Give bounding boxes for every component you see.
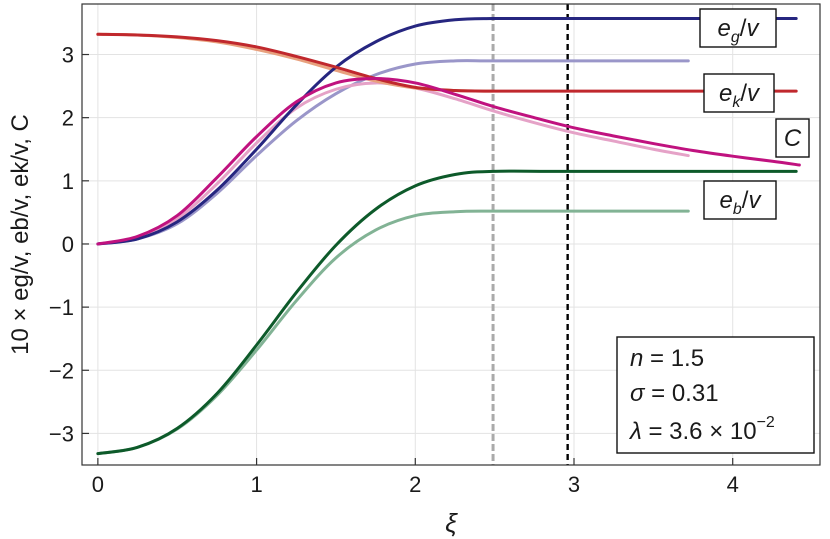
curve-label: C [775, 118, 810, 158]
series-line [96, 59, 690, 246]
y-axis-label-text: 10 × eg/v, eb/v, ek/v, C [7, 114, 34, 355]
series-group [96, 16, 801, 456]
series-line [96, 32, 798, 93]
parameter-row: λ = 3.6 × 10−2 [628, 414, 775, 445]
y-axis-label: 10 × eg/v, eb/v, ek/v, C [7, 114, 34, 355]
curve-label-box [703, 180, 777, 220]
y-tick-label: −2 [49, 358, 74, 383]
curve-label-box [703, 73, 775, 113]
curve-label-text: eg/v [718, 15, 761, 46]
y-tick-label: −1 [49, 295, 74, 320]
series-line [96, 16, 798, 246]
y-tick-label: 0 [62, 232, 74, 257]
curve-label-text: eb/v [720, 187, 763, 218]
parameter-box-frame [616, 336, 815, 454]
plot-frame [81, 3, 821, 466]
x-tick-label: 4 [727, 472, 739, 497]
reference-lines [491, 4, 569, 465]
curve-label-box [699, 8, 777, 48]
y-tick-label: −3 [49, 421, 74, 446]
series-line [96, 169, 798, 456]
parameter-row: n = 1.5 [630, 345, 704, 372]
axis-ticks: 0 1 2 3 4 −3 −2 −1 0 1 2 3 [49, 43, 739, 497]
curve-label: eb/v [703, 180, 777, 220]
curve-label-text: ek/v [719, 80, 761, 111]
curve-labels: eg/v ek/v Ceb/v [699, 8, 810, 220]
x-tick-label: 3 [568, 472, 580, 497]
grid [82, 4, 820, 465]
series-line [96, 77, 801, 246]
curve-label-box [775, 118, 810, 158]
y-tick-label: 1 [62, 169, 74, 194]
parameter-box: n = 1.5 σ = 0.31 λ = 3.6 × 10−2 [616, 336, 815, 454]
x-axis-label: ξ [445, 508, 458, 538]
curve-label-text: C [784, 125, 802, 152]
parameter-row: σ = 0.31 [630, 380, 719, 407]
series-line [96, 209, 690, 456]
x-tick-label: 2 [409, 472, 421, 497]
y-tick-label: 2 [62, 106, 74, 131]
series-line [96, 81, 690, 246]
x-tick-label: 1 [250, 472, 262, 497]
curve-label: eg/v [699, 8, 777, 48]
y-tick-label: 3 [62, 43, 74, 68]
curve-label: ek/v [703, 73, 775, 113]
x-tick-label: 0 [92, 472, 104, 497]
